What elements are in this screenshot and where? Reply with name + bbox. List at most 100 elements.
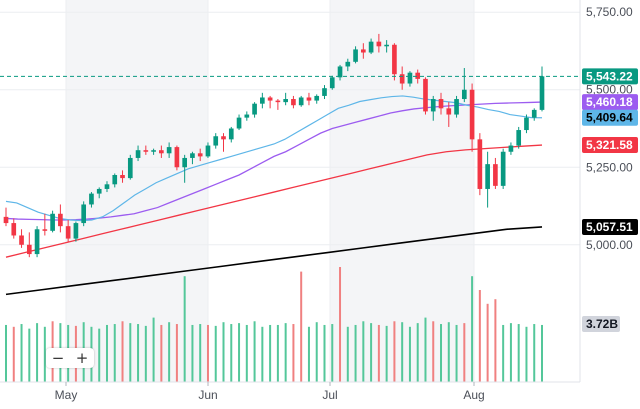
candle-body [50,213,55,231]
candle-body [516,130,522,146]
volume-bar [525,326,528,382]
candle [190,151,195,165]
y-tick-label: 5,000.00 [586,238,633,252]
candle-body [65,226,71,239]
candle-body [384,44,389,47]
candle [50,210,55,233]
volume-bar [502,324,505,382]
volume-bar [323,324,326,382]
candle-body [329,77,335,89]
y-tick-label: 5,250.00 [586,160,633,174]
candle [81,201,87,227]
candle [11,218,17,239]
volume-bar [533,324,536,382]
candle-body [283,99,288,103]
volume-bar [160,324,163,382]
candle-body [127,157,133,179]
candle [267,95,273,109]
candle-body [174,147,180,168]
zoom-in-button[interactable]: + [75,349,89,367]
candle [159,145,164,158]
candle-body [446,108,452,115]
volume-bar [175,324,178,382]
volume-bar [478,290,481,382]
zoom-out-button[interactable]: − [51,349,65,367]
candle-body [298,97,304,106]
candle [291,95,296,109]
candle [461,68,467,103]
candle [469,83,475,152]
candle-body [485,164,490,189]
candle-body [438,99,444,109]
price-tag-label: 5,409.64 [586,111,633,125]
candle [120,170,125,183]
candle-body [260,97,265,104]
volume-bars [5,267,543,382]
volume-bar [408,326,411,382]
candle [58,204,63,233]
candle [306,92,312,106]
price-tag: 5,057.51 [582,218,638,235]
candle [500,148,506,189]
price-tag-label: 5,057.51 [586,220,633,234]
candle-body [11,223,17,236]
zoom-control: − + [46,348,94,368]
volume-bar [517,324,520,382]
price-tag-bg [582,218,638,235]
candle [89,192,94,208]
candle [182,154,187,183]
candle [368,38,374,55]
candle [174,145,180,171]
candle [493,157,498,189]
volume-bar [214,325,217,382]
candle [314,94,320,104]
candle [376,33,382,53]
candle [112,173,118,188]
candle [228,126,234,143]
candle-body [236,117,242,129]
volume-bar [471,276,474,382]
candle [361,43,366,59]
candle [353,46,358,64]
volume-bar [432,321,435,382]
candle-body [151,150,156,152]
volume-bar [370,323,373,382]
candle [236,114,242,131]
candle-body [322,88,327,96]
candle [531,108,537,121]
candle [337,64,343,81]
shade-jul [330,0,474,382]
candle [34,226,40,258]
x-tick-label: May [55,388,78,402]
candle [213,133,219,149]
volume-bar [331,324,334,382]
candle-body [454,99,459,115]
y-axis[interactable]: 5,750.00 5,500.00 5,250.00 5,000.00 [579,0,633,382]
candlesticks [3,33,545,258]
candle [399,66,405,90]
candle [96,187,102,199]
candle-body [159,150,164,154]
candle [298,95,304,107]
volume-bar [129,323,132,382]
candle [477,133,483,196]
candle [415,69,421,84]
candle-body [500,151,506,186]
candle-body [531,109,537,118]
candle-body [205,145,211,157]
candle-body [539,76,545,110]
candle [244,111,250,121]
candle [485,151,490,208]
volume-bar [401,322,404,382]
candle [516,126,522,149]
x-axis[interactable]: May Jun Jul Aug [0,381,580,402]
candle [392,43,397,81]
candle-body [407,72,413,84]
candle [221,133,226,152]
volume-tag: 3.72B [582,316,620,332]
candle [127,154,133,180]
volume-bar [168,322,171,382]
price-tag: 5,321.58 [582,137,638,154]
volume-bar [20,324,23,382]
